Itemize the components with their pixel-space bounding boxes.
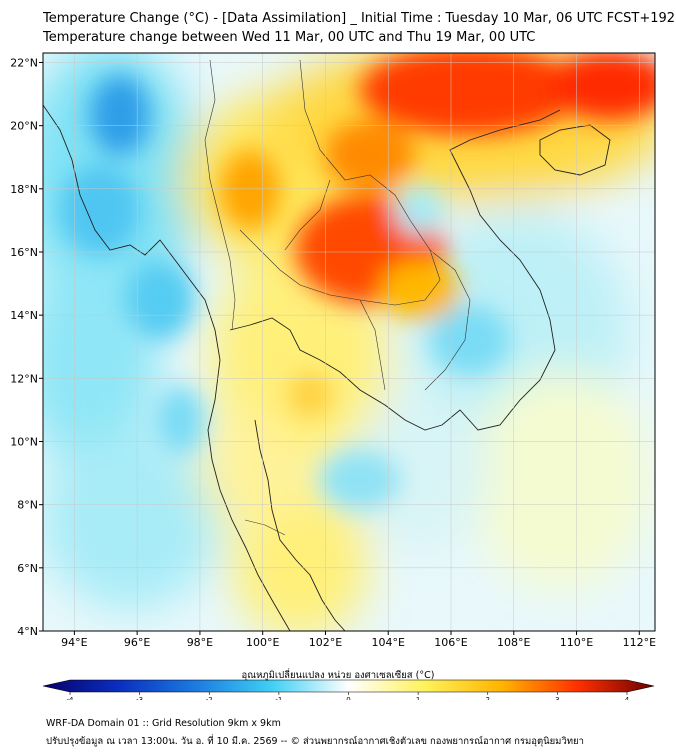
lat-tick-label: 8°N — [17, 499, 38, 512]
lon-tick-label: 96°E — [124, 636, 150, 649]
lon-tick-label: 112°E — [623, 636, 656, 649]
map-title: Temperature Change (°C) - [Data Assimila… — [43, 11, 676, 26]
lat-tick-label: 16°N — [10, 246, 38, 259]
coastline — [43, 104, 611, 631]
gridlines — [43, 53, 655, 631]
lon-tick-label: 108°E — [497, 636, 530, 649]
colorbar-tick-label: -4 — [67, 696, 75, 700]
lat-tick-label: 22°N — [10, 56, 38, 69]
colorbar-tick-label: -3 — [136, 696, 143, 700]
map-plot-area — [43, 53, 655, 631]
longitude-axis: 94°E 96°E 98°E 100°E 102°E 104°E 106°E 108°E 110… — [61, 631, 656, 649]
lon-tick-label: 106°E — [434, 636, 467, 649]
lon-tick-label: 100°E — [246, 636, 279, 649]
footer-model-info: WRF-DA Domain 01 :: Grid Resolution 9km … — [46, 718, 281, 729]
lat-tick-label: 20°N — [10, 120, 38, 133]
latitude-axis: 22°N 20°N 18°N 16°N 14°N 12°N 10°N 8°N 6°N 4°N — [10, 56, 43, 638]
colorbar-tick-label: 1 — [416, 696, 420, 700]
lon-tick-label: 94°E — [61, 636, 87, 649]
lat-tick-label: 10°N — [10, 435, 38, 448]
map-frame — [42, 52, 656, 632]
colorbar-ticks: -4 -3 -2 -1 0 1 2 3 4 — [67, 692, 630, 700]
colorbar-tick-label: -2 — [206, 696, 213, 700]
colorbar-tick-label: 2 — [486, 696, 490, 700]
colorbar-tick-label: 4 — [625, 696, 630, 700]
temperature-map: 22°N 20°N 18°N 16°N 14°N 12°N 10°N 8°N 6°N 4°N 94… — [10, 52, 656, 700]
colorbar: -4 -3 -2 -1 0 1 2 3 4 — [42, 679, 655, 700]
lat-tick-label: 14°N — [10, 309, 38, 322]
lat-tick-label: 6°N — [17, 562, 38, 575]
colorbar-tick-label: -1 — [275, 696, 282, 700]
colorbar-tick-label: 0 — [346, 696, 350, 700]
lon-tick-label: 102°E — [309, 636, 342, 649]
colorbar-title: อุณหภูมิเปลี่ยนแปลง หน่วย องศาเซลเซียส (… — [241, 670, 435, 681]
lat-tick-label: 4°N — [17, 625, 38, 638]
colorbar-tick-label: 3 — [555, 696, 559, 700]
lon-tick-label: 104°E — [372, 636, 405, 649]
map-subtitle: Temperature change between Wed 11 Mar, 0… — [43, 30, 536, 45]
lat-tick-label: 12°N — [10, 372, 38, 385]
lat-tick-label: 18°N — [10, 183, 38, 196]
lon-tick-label: 98°E — [187, 636, 213, 649]
temperature-anomaly-cores — [60, 53, 655, 510]
lon-tick-label: 110°E — [560, 636, 593, 649]
footer-credit: ปรับปรุงข้อมูล ณ เวลา 13:00น. วัน อ. ที่… — [46, 736, 584, 747]
